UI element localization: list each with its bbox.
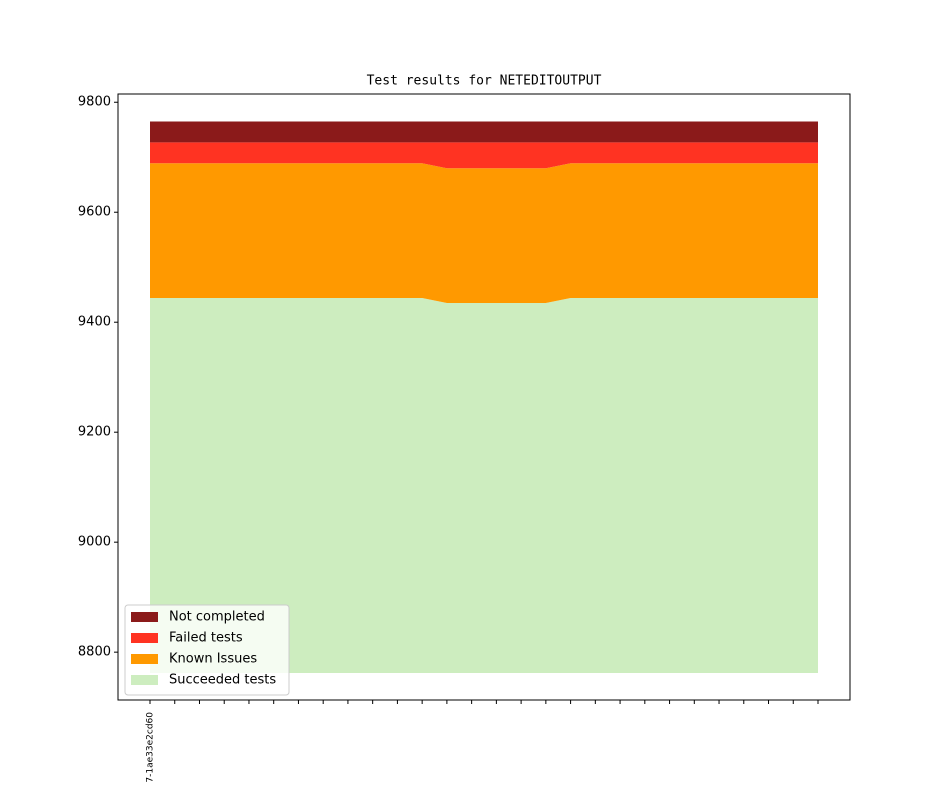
legend: Not completed Failed tests Known Issues Suc… xyxy=(124,604,290,696)
legend-swatch xyxy=(131,612,158,622)
legend-swatch xyxy=(131,675,158,685)
legend-box xyxy=(124,604,290,696)
y-tick-label: 9800 xyxy=(78,95,111,110)
legend-swatch xyxy=(131,654,158,664)
legend-label: Failed tests xyxy=(169,631,243,646)
y-tick-label: 9400 xyxy=(78,315,111,330)
plot-frame xyxy=(117,93,851,701)
legend-label: Not completed xyxy=(169,610,265,625)
y-tick-label: 9600 xyxy=(78,205,111,220)
y-tick-label: 9200 xyxy=(78,425,111,440)
y-tick-label: 9000 xyxy=(78,535,111,550)
area xyxy=(150,142,818,169)
area xyxy=(150,298,818,674)
area xyxy=(150,121,818,143)
x-tick-label: 7-1ae33e2cd60 xyxy=(146,712,156,783)
area xyxy=(150,163,818,303)
legend-label: Succeeded tests xyxy=(169,673,276,688)
chart-title: Test results for NETEDITOUTPUT xyxy=(367,74,602,89)
legend-swatch xyxy=(131,633,158,643)
legend-label: Known Issues xyxy=(169,652,257,667)
y-tick-label: 8800 xyxy=(78,645,111,660)
